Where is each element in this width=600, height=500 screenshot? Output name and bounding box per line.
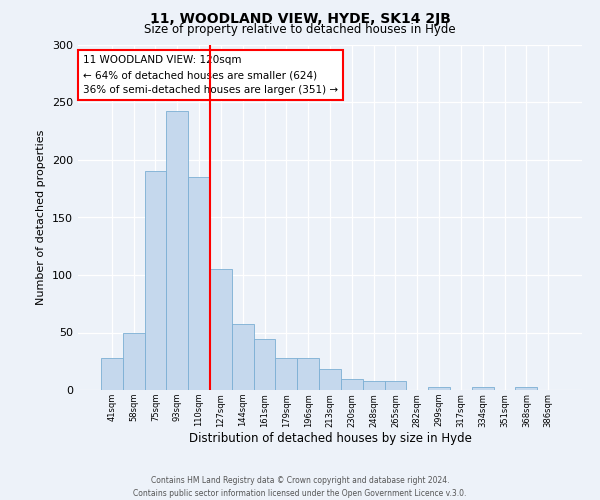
Text: Contains HM Land Registry data © Crown copyright and database right 2024.
Contai: Contains HM Land Registry data © Crown c… bbox=[133, 476, 467, 498]
Bar bbox=[297, 358, 319, 390]
Bar bbox=[210, 269, 232, 390]
Bar bbox=[232, 324, 254, 390]
Bar bbox=[123, 332, 145, 390]
Bar bbox=[341, 378, 363, 390]
Bar bbox=[254, 340, 275, 390]
Bar bbox=[188, 178, 210, 390]
Bar bbox=[275, 358, 297, 390]
Text: 11, WOODLAND VIEW, HYDE, SK14 2JB: 11, WOODLAND VIEW, HYDE, SK14 2JB bbox=[149, 12, 451, 26]
Bar bbox=[472, 386, 494, 390]
Y-axis label: Number of detached properties: Number of detached properties bbox=[37, 130, 46, 305]
Bar bbox=[319, 370, 341, 390]
Text: 11 WOODLAND VIEW: 120sqm
← 64% of detached houses are smaller (624)
36% of semi-: 11 WOODLAND VIEW: 120sqm ← 64% of detach… bbox=[83, 56, 338, 95]
Bar bbox=[428, 386, 450, 390]
X-axis label: Distribution of detached houses by size in Hyde: Distribution of detached houses by size … bbox=[188, 432, 472, 446]
Bar bbox=[101, 358, 123, 390]
Bar bbox=[385, 381, 406, 390]
Bar bbox=[145, 172, 166, 390]
Bar bbox=[166, 110, 188, 390]
Bar bbox=[363, 381, 385, 390]
Bar bbox=[515, 386, 537, 390]
Text: Size of property relative to detached houses in Hyde: Size of property relative to detached ho… bbox=[144, 22, 456, 36]
